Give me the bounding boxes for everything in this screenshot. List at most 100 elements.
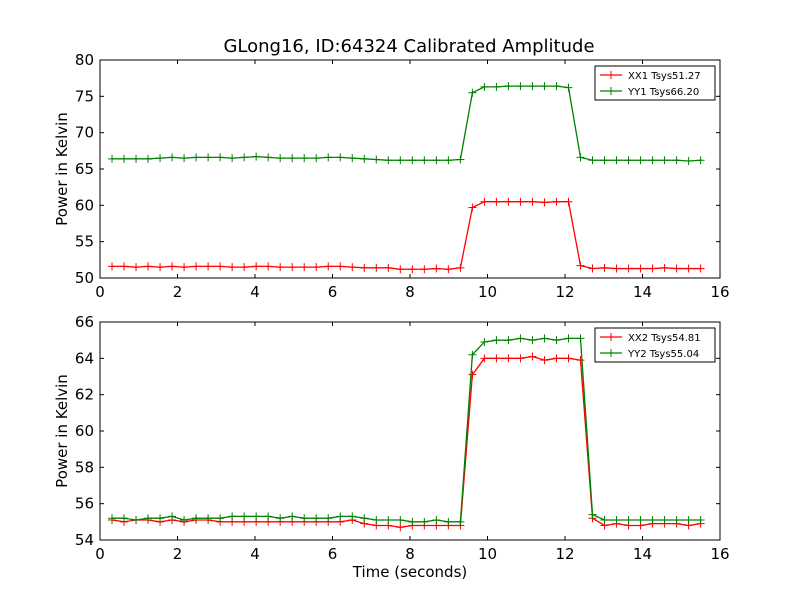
data-point bbox=[552, 82, 561, 91]
y-tick-label: 58 bbox=[75, 458, 94, 476]
x-tick-label: 0 bbox=[95, 545, 105, 563]
legend-label: YY1 Tsys66.20 bbox=[627, 87, 699, 98]
data-point bbox=[504, 336, 513, 345]
data-point bbox=[528, 352, 537, 361]
data-point bbox=[684, 157, 693, 166]
data-point bbox=[300, 514, 309, 523]
data-point bbox=[360, 514, 369, 523]
data-point bbox=[312, 514, 321, 523]
data-point bbox=[684, 516, 693, 525]
x-tick-label: 8 bbox=[405, 283, 415, 301]
data-point bbox=[588, 156, 597, 165]
data-point bbox=[408, 265, 417, 274]
data-point bbox=[120, 262, 129, 271]
x-tick-label: 14 bbox=[633, 283, 652, 301]
data-point bbox=[492, 354, 501, 363]
data-point bbox=[396, 265, 405, 274]
data-point bbox=[396, 516, 405, 525]
data-point bbox=[144, 514, 153, 523]
legend-marker bbox=[607, 333, 615, 341]
y-tick-label: 66 bbox=[75, 313, 94, 331]
data-point bbox=[264, 512, 273, 521]
legend-marker bbox=[607, 87, 615, 95]
data-point bbox=[252, 262, 261, 271]
legend-marker bbox=[607, 71, 615, 79]
data-point bbox=[252, 152, 261, 161]
data-point bbox=[372, 263, 381, 272]
data-point bbox=[360, 263, 369, 272]
x-tick-label: 10 bbox=[478, 545, 497, 563]
data-point bbox=[252, 512, 261, 521]
data-point bbox=[480, 197, 489, 206]
data-point bbox=[264, 262, 273, 271]
x-tick-label: 6 bbox=[328, 283, 338, 301]
data-point bbox=[348, 154, 357, 163]
data-point bbox=[288, 512, 297, 521]
data-point bbox=[624, 264, 633, 273]
data-point bbox=[624, 516, 633, 525]
data-point bbox=[228, 154, 237, 163]
data-point bbox=[144, 262, 153, 271]
data-point bbox=[576, 153, 585, 162]
data-point bbox=[456, 155, 465, 164]
y-tick-label: 60 bbox=[75, 422, 94, 440]
data-point bbox=[540, 82, 549, 91]
data-point bbox=[684, 264, 693, 273]
y-tick-label: 50 bbox=[75, 269, 94, 287]
data-point bbox=[420, 517, 429, 526]
x-tick-label: 2 bbox=[173, 283, 183, 301]
data-point bbox=[216, 262, 225, 271]
data-point bbox=[516, 82, 525, 91]
data-point bbox=[156, 154, 165, 163]
chart-title: GLong16, ID:64324 Calibrated Amplitude bbox=[223, 36, 594, 57]
data-point bbox=[624, 156, 633, 165]
x-tick-label: 10 bbox=[478, 283, 497, 301]
y-tick-label: 70 bbox=[75, 124, 94, 142]
data-point bbox=[288, 263, 297, 272]
data-point bbox=[180, 263, 189, 272]
data-point bbox=[216, 514, 225, 523]
legend-label: XX1 Tsys51.27 bbox=[628, 71, 701, 82]
y-tick-label: 80 bbox=[75, 51, 94, 69]
data-point bbox=[444, 517, 453, 526]
data-point bbox=[156, 514, 165, 523]
y-tick-label: 75 bbox=[75, 87, 94, 105]
y-axis-label: Power in Kelvin bbox=[53, 112, 71, 226]
data-point bbox=[300, 263, 309, 272]
data-point bbox=[564, 83, 573, 92]
data-point bbox=[648, 516, 657, 525]
data-point bbox=[396, 156, 405, 165]
data-point bbox=[408, 517, 417, 526]
data-point bbox=[276, 154, 285, 163]
data-point bbox=[588, 510, 597, 519]
data-point bbox=[552, 354, 561, 363]
data-point bbox=[612, 516, 621, 525]
data-point bbox=[504, 197, 513, 206]
data-point bbox=[384, 156, 393, 165]
data-point bbox=[192, 262, 201, 271]
data-point bbox=[612, 156, 621, 165]
data-point bbox=[312, 263, 321, 272]
data-point bbox=[276, 263, 285, 272]
data-point bbox=[240, 512, 249, 521]
data-point bbox=[336, 512, 345, 521]
data-point bbox=[180, 154, 189, 163]
data-point bbox=[564, 197, 573, 206]
data-point bbox=[156, 263, 165, 272]
data-point bbox=[408, 156, 417, 165]
data-point bbox=[636, 516, 645, 525]
data-point bbox=[372, 516, 381, 525]
data-point bbox=[444, 156, 453, 165]
data-point bbox=[180, 516, 189, 525]
x-tick-label: 16 bbox=[710, 545, 729, 563]
data-point bbox=[564, 354, 573, 363]
data-point bbox=[480, 82, 489, 91]
data-point bbox=[576, 261, 585, 270]
data-point bbox=[636, 264, 645, 273]
x-tick-label: 12 bbox=[555, 283, 574, 301]
data-point bbox=[636, 156, 645, 165]
data-point bbox=[504, 354, 513, 363]
data-point bbox=[564, 334, 573, 343]
data-point bbox=[204, 153, 213, 162]
